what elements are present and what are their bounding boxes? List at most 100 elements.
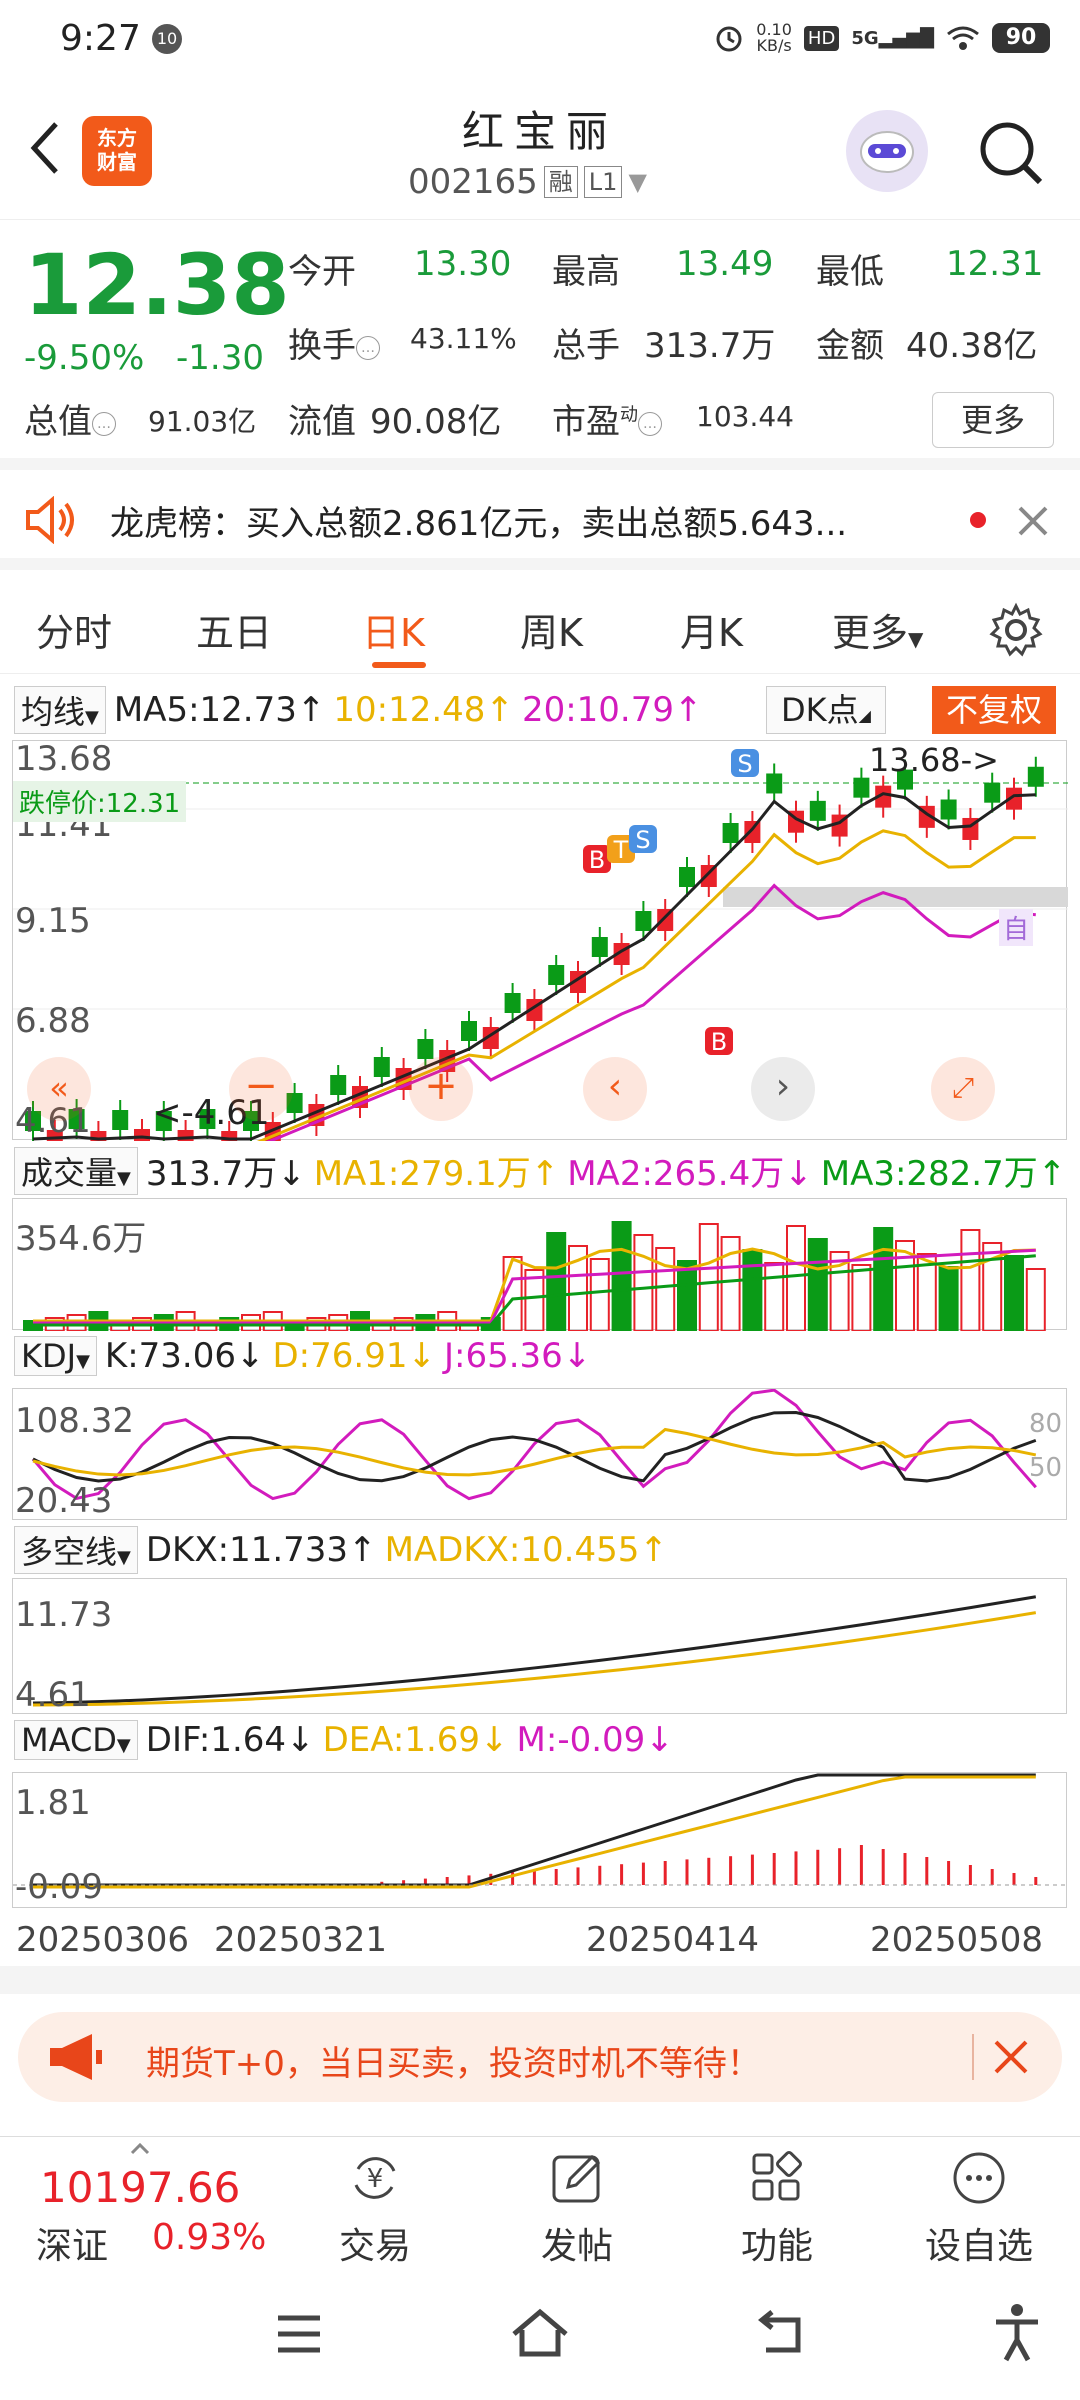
date-label-1: 20250306: [16, 1920, 190, 1960]
trade-marker-letter: B: [589, 846, 605, 874]
alarm-icon: [716, 26, 742, 52]
robot-assistant-avatar[interactable]: [846, 110, 928, 192]
info-icon[interactable]: …: [638, 411, 662, 436]
volume-bar: [895, 1240, 915, 1331]
nav-post-label: 发帖: [540, 2226, 613, 2267]
home-icon[interactable]: [508, 2306, 572, 2360]
nav-trade[interactable]: ¥ 交易: [310, 2147, 440, 2269]
volume-ma-line: [33, 1248, 1036, 1325]
candle-body: [679, 867, 695, 887]
scroll-right-icon[interactable]: ›: [751, 1057, 815, 1121]
macd-chart[interactable]: 1.81 -0.09: [12, 1772, 1068, 1909]
info-icon[interactable]: …: [92, 411, 116, 436]
candle-body: [722, 823, 739, 843]
candle-body: [744, 821, 761, 843]
kdj-selector[interactable]: KDJ▼: [14, 1336, 97, 1376]
dkx-y-max: 11.73: [15, 1595, 113, 1635]
tab-five-day[interactable]: 五日: [196, 611, 273, 655]
dkx-y-min: 4.61: [15, 1675, 91, 1715]
back-nav-icon[interactable]: [754, 2310, 808, 2358]
dragon-tiger-notice[interactable]: 龙虎榜：买入总额2.861亿元，卖出总额5.643...: [0, 470, 1080, 570]
tab-intraday[interactable]: 分时: [36, 611, 113, 655]
dk-point-button[interactable]: DK点◢: [766, 686, 886, 734]
volume-chart[interactable]: 354.6万: [12, 1198, 1068, 1331]
kdj-indicator-row: KDJ▼ K:73.06↓ D:76.91↓ J:65.36↓: [14, 1336, 591, 1376]
nav-functions[interactable]: 功能: [712, 2147, 842, 2269]
search-icon[interactable]: [976, 118, 1046, 188]
candle-body: [591, 937, 608, 957]
index-percent[interactable]: 0.93%: [152, 2217, 267, 2258]
candle-body: [853, 777, 870, 798]
close-icon[interactable]: [992, 2038, 1030, 2076]
bottom-toolbar: 10197.66 深证 0.93% ¥ 交易 发帖 功能 设自选: [0, 2136, 1080, 2272]
accessibility-icon[interactable]: [992, 2302, 1042, 2362]
ma-line: [256, 829, 1036, 1141]
svg-text:¥: ¥: [367, 2164, 384, 2194]
tab-daily-k[interactable]: 日K: [362, 611, 425, 655]
dkx-canvas[interactable]: [13, 1579, 1068, 1715]
candle-body: [243, 1111, 259, 1131]
kdj-d: D:76.91↓: [272, 1336, 436, 1376]
tab-weekly-k[interactable]: 周K: [520, 611, 583, 655]
scroll-left-double-icon[interactable]: «: [27, 1057, 91, 1121]
volume-bar: [720, 1236, 741, 1331]
candle-body: [68, 1109, 85, 1129]
nav-add-watchlist[interactable]: 设自选: [914, 2147, 1044, 2269]
nav-post[interactable]: 发帖: [512, 2147, 642, 2269]
ma5-value: MA5:12.73↑: [113, 690, 326, 730]
volume-bar: [1025, 1268, 1046, 1331]
back-arrow-icon[interactable]: [22, 118, 66, 178]
kdj-chart[interactable]: 108.32 20.43 80 50: [12, 1388, 1068, 1521]
vol-ma2: MA2:265.4万↓: [567, 1154, 813, 1194]
macd-canvas[interactable]: [13, 1773, 1068, 1909]
index-name[interactable]: 深证: [36, 2226, 109, 2267]
scroll-left-icon[interactable]: ‹: [583, 1057, 647, 1121]
close-icon[interactable]: [1016, 504, 1050, 538]
no-adjust-button[interactable]: 不复权: [932, 686, 1057, 734]
macd-dif: DIF:1.64↓: [145, 1720, 315, 1760]
volume-bar: [589, 1258, 610, 1331]
candle-body: [504, 993, 521, 1013]
volume-bar: [655, 1247, 676, 1331]
stock-code: 002165: [408, 162, 538, 202]
volume-bar: [698, 1223, 719, 1331]
volume-bar: [1004, 1255, 1024, 1331]
notice-text[interactable]: 龙虎榜：买入总额2.861亿元，卖出总额5.643...: [110, 504, 848, 544]
volume-bar: [807, 1238, 828, 1331]
tab-monthly-k[interactable]: 月K: [680, 611, 743, 655]
stock-name: 红宝丽: [461, 107, 618, 156]
trade-marker-letter: B: [711, 1028, 727, 1056]
dkx-selector[interactable]: 多空线▼: [14, 1526, 138, 1574]
zoom-out-icon[interactable]: −: [229, 1057, 293, 1121]
volume-bar: [916, 1253, 937, 1331]
candle-body: [984, 782, 1001, 803]
stock-code-row[interactable]: 002165 融 L1 ▼: [408, 162, 647, 202]
kline-canvas[interactable]: B T SSB: [13, 741, 1068, 1141]
candle-body: [330, 1075, 347, 1095]
gear-icon[interactable]: [988, 602, 1044, 658]
index-value[interactable]: 10197.66: [40, 2163, 241, 2212]
futures-promo-banner[interactable]: 期货T+0，当日买卖，投资时机不等待！: [18, 2012, 1062, 2102]
volume-bar: [786, 1225, 806, 1331]
limit-down-label: 跌停价:12.31: [13, 781, 187, 822]
zoom-in-icon[interactable]: +: [409, 1057, 473, 1121]
menu-icon[interactable]: [274, 2312, 324, 2356]
volume-y-max: 354.6万: [15, 1219, 147, 1259]
volume-bar: [568, 1245, 588, 1331]
ma-selector[interactable]: 均线▼: [14, 686, 106, 734]
kdj-canvas[interactable]: [13, 1389, 1068, 1521]
macd-selector[interactable]: MACD▼: [14, 1720, 138, 1760]
info-icon[interactable]: …: [356, 335, 380, 360]
more-quote-button[interactable]: 更多: [932, 392, 1054, 448]
volume-selector[interactable]: 成交量▼: [14, 1146, 138, 1195]
level-tag: L1: [583, 166, 623, 198]
trade-marker-letter: S: [737, 750, 752, 778]
trade-marker: [607, 835, 635, 863]
tab-more[interactable]: 更多▼: [832, 611, 924, 655]
fullscreen-icon[interactable]: ⤢: [931, 1057, 995, 1121]
dkx-chart[interactable]: 11.73 4.61: [12, 1578, 1068, 1715]
promo-text[interactable]: 期货T+0，当日买卖，投资时机不等待！: [146, 2044, 761, 2084]
volume-canvas[interactable]: [13, 1199, 1068, 1331]
quote-panel: 12.38 -9.50% -1.30 今开 13.30 最高 13.49 最低 …: [0, 222, 1080, 470]
